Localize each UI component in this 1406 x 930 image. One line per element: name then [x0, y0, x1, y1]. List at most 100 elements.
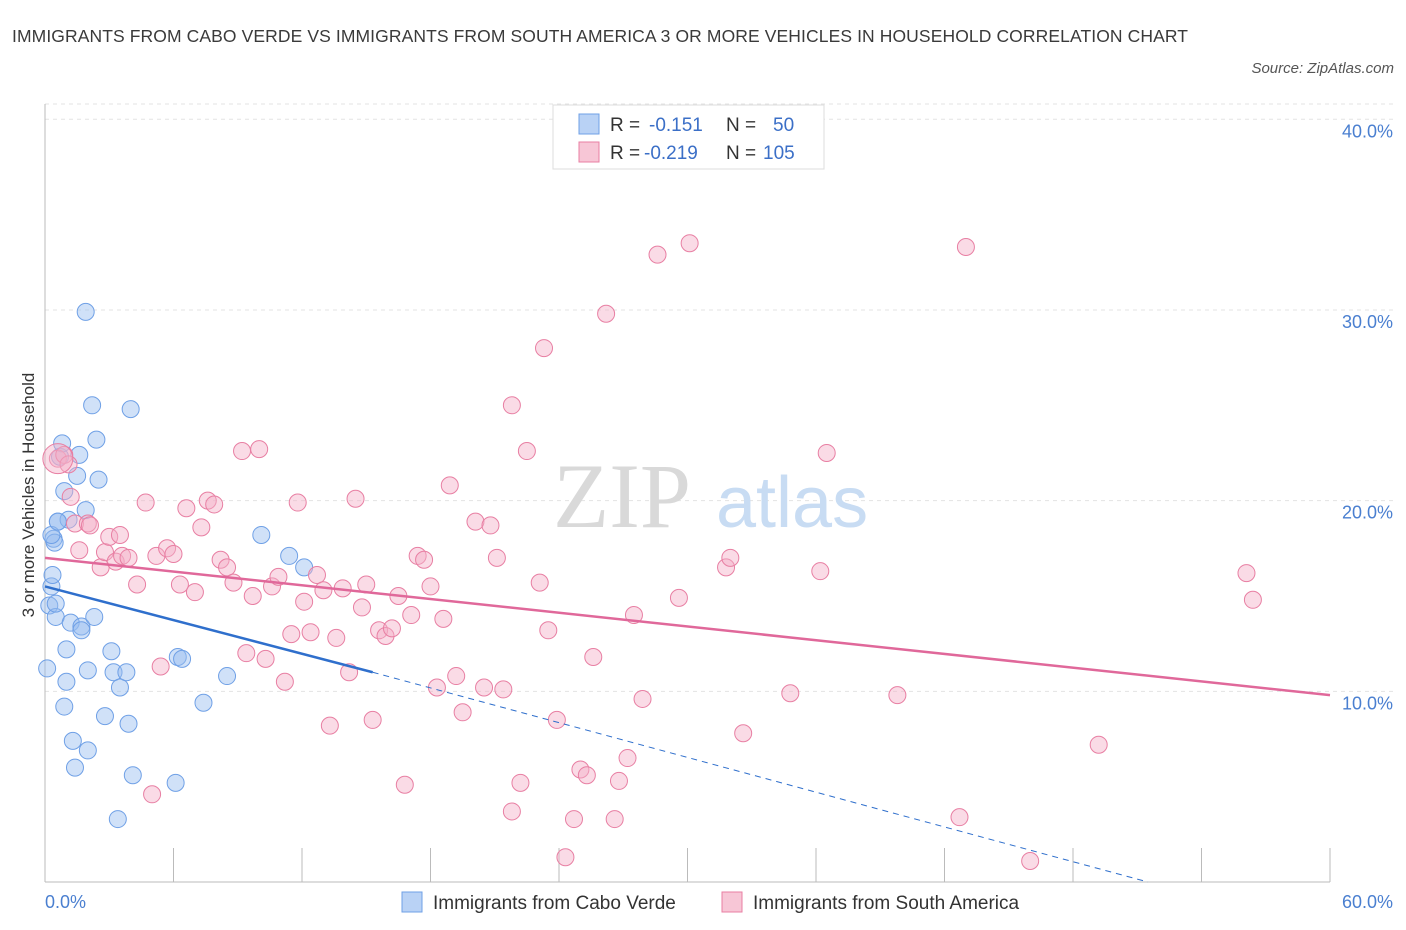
point-south-america [494, 680, 513, 699]
legend-n-label-1: N = [726, 115, 756, 136]
point-south-america [781, 684, 800, 703]
point-south-america [427, 678, 446, 697]
legend-r-value-2: -0.219 [644, 143, 698, 164]
point-south-america [597, 304, 616, 323]
series-legend: Immigrants from Cabo Verde Immigrants fr… [401, 891, 1020, 914]
point-south-america [382, 619, 401, 638]
point-south-america [211, 550, 230, 569]
point-south-america [295, 592, 314, 611]
series-legend-swatch-south-america [721, 891, 743, 913]
point-south-america [734, 724, 753, 743]
watermark-zip: ZIP [553, 445, 691, 547]
source-label: Source: ZipAtlas.com [1251, 60, 1394, 77]
point-south-america [327, 628, 346, 647]
point-south-america [577, 766, 596, 785]
series-legend-swatch-cabo-verde [401, 891, 423, 913]
point-cabo-verde [72, 621, 91, 640]
axes [44, 104, 1331, 883]
point-south-america [648, 245, 667, 264]
point-south-america [618, 749, 637, 768]
point-south-america [434, 609, 453, 628]
point-south-america [192, 518, 211, 537]
point-cabo-verde [63, 731, 82, 750]
point-south-america [811, 562, 830, 581]
point-cabo-verde [57, 640, 76, 659]
point-south-america [453, 703, 472, 722]
legend-r-label-1: R = [610, 115, 640, 136]
point-south-america [185, 583, 204, 602]
point-south-america [556, 848, 575, 867]
point-south-america [511, 773, 530, 792]
point-cabo-verde [57, 672, 76, 691]
point-south-america [440, 476, 459, 495]
point-south-america [956, 238, 975, 257]
point-south-america [282, 625, 301, 644]
point-south-america [535, 339, 554, 358]
point-south-america [113, 546, 132, 565]
y-tick-label: 10.0% [1342, 693, 1393, 713]
point-south-america [80, 516, 99, 535]
point-south-america [402, 606, 421, 625]
point-south-america [633, 689, 652, 708]
point-cabo-verde [252, 525, 271, 544]
point-cabo-verde [173, 649, 192, 668]
point-south-america [218, 558, 237, 577]
point-south-america [205, 495, 224, 514]
trend-line-cabo-verde-extension [372, 671, 1149, 883]
point-south-america [487, 548, 506, 567]
point-south-america [307, 565, 326, 584]
point-cabo-verde [194, 693, 213, 712]
point-south-america [547, 710, 566, 729]
point-cabo-verde [40, 596, 59, 615]
point-south-america [1021, 852, 1040, 871]
series-legend-south-america: Immigrants from South America [753, 893, 1020, 914]
point-south-america [466, 512, 485, 531]
point-south-america [564, 810, 583, 829]
point-cabo-verde [87, 430, 106, 449]
point-cabo-verde [46, 594, 65, 613]
point-south-america [136, 493, 155, 512]
legend-n-value-1: 50 [773, 115, 794, 136]
point-south-america [721, 548, 740, 567]
point-south-america [237, 644, 256, 663]
y-tick-label: 30.0% [1342, 312, 1393, 332]
series-legend-cabo-verde: Immigrants from Cabo Verde [433, 893, 676, 914]
watermark: ZIP atlas [553, 445, 868, 547]
point-south-america [376, 627, 395, 646]
point-south-america [421, 577, 440, 596]
point-south-america [609, 771, 628, 790]
legend-n-label-2: N = [726, 143, 756, 164]
point-cabo-verde [117, 663, 136, 682]
point-south-america [110, 525, 129, 544]
data-points [38, 234, 1262, 871]
point-cabo-verde [38, 659, 57, 678]
point-south-america [275, 672, 294, 691]
point-south-america [530, 573, 549, 592]
point-cabo-verde [76, 501, 95, 520]
point-south-america [817, 443, 836, 462]
point-south-america [717, 558, 736, 577]
point-cabo-verde [110, 678, 129, 697]
point-south-america [605, 810, 624, 829]
point-cabo-verde [48, 512, 67, 531]
point-south-america [256, 649, 275, 668]
point-south-america [233, 442, 252, 461]
point-cabo-verde [218, 667, 237, 686]
point-south-america [250, 440, 269, 459]
legend-r-value-1: -0.151 [649, 115, 703, 136]
point-cabo-verde [76, 302, 95, 321]
point-south-america [950, 808, 969, 827]
point-south-america [128, 575, 147, 594]
stats-legend: R = -0.151 N = 50 R = -0.219 N = 105 [552, 104, 825, 170]
point-south-america [320, 716, 339, 735]
point-cabo-verde [43, 565, 62, 584]
point-south-america [170, 575, 189, 594]
point-south-america [143, 785, 162, 804]
point-south-america [539, 621, 558, 640]
x-tick-label-min: 0.0% [45, 892, 86, 912]
y-tick-label: 20.0% [1342, 503, 1393, 523]
legend-swatch-cabo-verde [578, 113, 600, 135]
point-south-america [70, 541, 89, 560]
point-south-america [395, 775, 414, 794]
trend-line-cabo-verde [44, 585, 373, 674]
